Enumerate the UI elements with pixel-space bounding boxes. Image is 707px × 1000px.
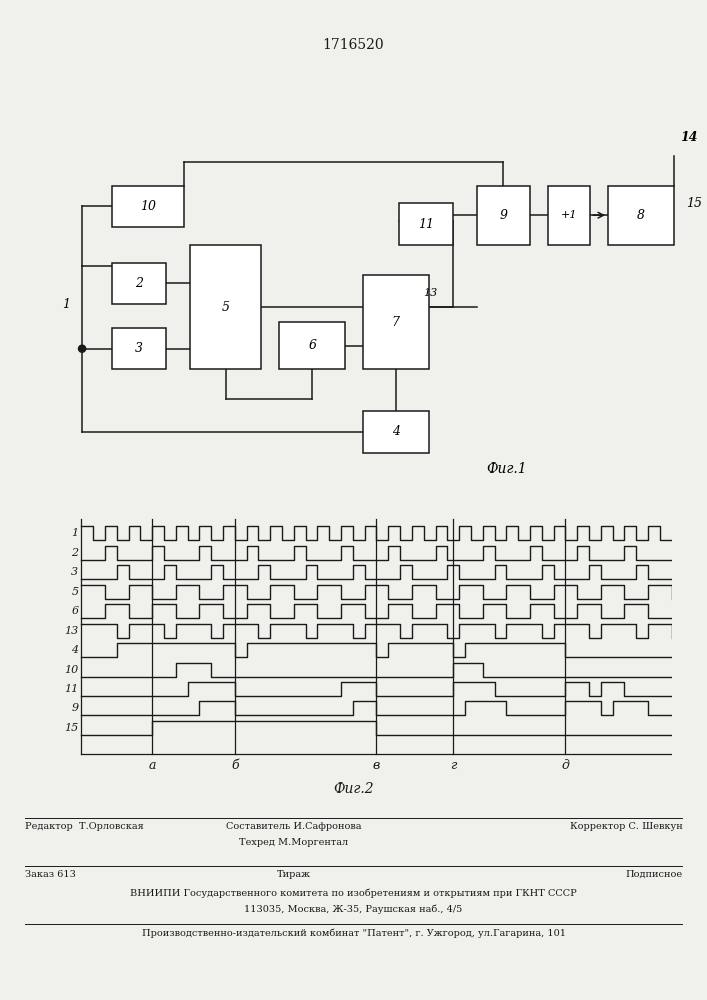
- Text: Корректор С. Шевкун: Корректор С. Шевкун: [570, 822, 682, 831]
- Text: 13: 13: [64, 626, 78, 636]
- Bar: [399, 203, 452, 245]
- Bar: [112, 263, 165, 304]
- Text: 9: 9: [499, 209, 508, 222]
- Text: 3: 3: [135, 342, 143, 355]
- Circle shape: [78, 345, 86, 352]
- Text: а: а: [148, 759, 156, 772]
- Text: 6: 6: [308, 339, 316, 352]
- Text: 14: 14: [680, 131, 697, 144]
- Text: 3: 3: [71, 567, 78, 577]
- Text: 8: 8: [637, 209, 645, 222]
- Text: 11: 11: [418, 218, 434, 231]
- Text: 7: 7: [392, 316, 400, 328]
- Text: Техред М.Моргентал: Техред М.Моргентал: [239, 838, 348, 847]
- Text: д: д: [561, 759, 569, 772]
- Text: Заказ 613: Заказ 613: [25, 870, 76, 879]
- Text: 9: 9: [71, 703, 78, 713]
- Bar: [112, 186, 184, 227]
- Text: 4: 4: [392, 425, 400, 438]
- Text: Составитель И.Сафронова: Составитель И.Сафронова: [226, 822, 361, 831]
- Bar: [279, 322, 345, 369]
- Text: 5: 5: [71, 587, 78, 597]
- Bar: [189, 245, 262, 369]
- Text: 15: 15: [64, 723, 78, 733]
- Text: 1: 1: [62, 298, 70, 311]
- Text: +1: +1: [561, 210, 578, 220]
- Text: Тираж: Тираж: [276, 870, 310, 879]
- Text: 10: 10: [140, 200, 156, 213]
- Text: 10: 10: [64, 665, 78, 675]
- Text: 2: 2: [71, 548, 78, 558]
- Text: ВНИИПИ Государственного комитета по изобретениям и открытиям при ГКНТ СССР: ВНИИПИ Государственного комитета по изоб…: [130, 888, 577, 898]
- Text: Подписное: Подписное: [625, 870, 682, 879]
- Text: 13: 13: [423, 288, 437, 298]
- Bar: [363, 275, 428, 369]
- Text: 11: 11: [64, 684, 78, 694]
- Text: Производственно-издательский комбинат "Патент", г. Ужгород, ул.Гагарина, 101: Производственно-издательский комбинат "П…: [141, 928, 566, 938]
- Bar: [477, 186, 530, 245]
- Bar: [363, 411, 428, 453]
- Text: 15: 15: [686, 197, 702, 210]
- Text: 2: 2: [135, 277, 143, 290]
- Text: 4: 4: [71, 645, 78, 655]
- Text: Редактор  Т.Орловская: Редактор Т.Орловская: [25, 822, 144, 831]
- Text: Фиг.1: Фиг.1: [486, 462, 527, 476]
- Bar: [112, 328, 165, 369]
- Bar: [549, 186, 590, 245]
- Text: г: г: [450, 759, 457, 772]
- Text: в: в: [373, 759, 380, 772]
- Text: Фиг.2: Фиг.2: [333, 782, 374, 796]
- Text: 6: 6: [71, 606, 78, 616]
- Text: 1716520: 1716520: [322, 38, 385, 52]
- Text: 113035, Москва, Ж-35, Раушская наб., 4/5: 113035, Москва, Ж-35, Раушская наб., 4/5: [245, 904, 462, 914]
- Text: 1: 1: [71, 528, 78, 538]
- Text: 5: 5: [221, 301, 230, 314]
- Text: б: б: [231, 759, 239, 772]
- Bar: [608, 186, 674, 245]
